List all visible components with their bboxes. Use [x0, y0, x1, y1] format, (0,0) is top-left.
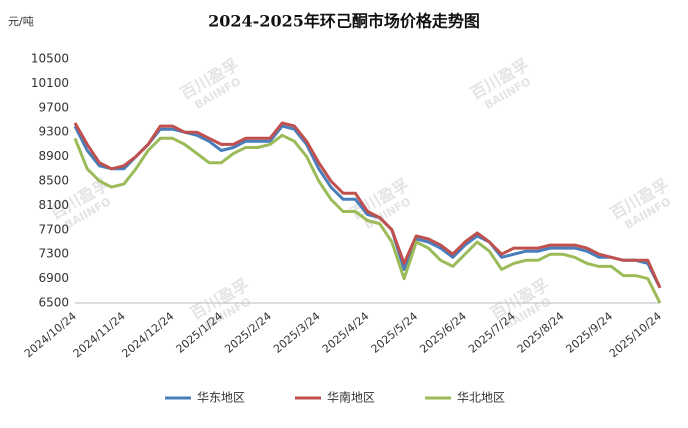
- x-tick-label: 2025/10/24: [607, 310, 664, 361]
- y-tick-label: 8100: [38, 198, 69, 212]
- x-tick-label: 2024/11/24: [71, 310, 128, 361]
- y-tick-label: 10500: [31, 52, 69, 66]
- y-tick-label: 7700: [38, 222, 69, 236]
- x-tick-label: 2025/4/24: [320, 310, 372, 356]
- y-tick-label: 9300: [38, 125, 69, 139]
- y-tick-label: 6500: [38, 296, 69, 310]
- y-tick-label: 9700: [38, 100, 69, 114]
- legend-label: 华北地区: [457, 391, 505, 405]
- series-line: [73, 121, 662, 289]
- y-tick-label: 10100: [31, 76, 69, 90]
- x-tick-label: 2025/6/24: [417, 310, 469, 356]
- x-tick-label: 2024/10/24: [22, 310, 79, 361]
- legend-label: 华南地区: [327, 390, 375, 405]
- x-tick-label: 2025/5/24: [369, 310, 421, 356]
- y-tick-label: 7300: [38, 247, 69, 261]
- chart-title: 2024-2025年环己酮市场价格走势图: [208, 12, 480, 31]
- x-tick-label: 2024/12/24: [119, 310, 176, 361]
- y-tick-label: 8500: [38, 174, 69, 188]
- x-tick-label: 2025/3/24: [271, 310, 323, 356]
- series-line: [73, 133, 662, 304]
- y-unit: 元/吨: [8, 15, 34, 28]
- legend-label: 华东地区: [197, 391, 245, 405]
- y-tick-label: 8900: [38, 149, 69, 163]
- series-line: [73, 124, 662, 289]
- y-tick-label: 6900: [38, 271, 69, 285]
